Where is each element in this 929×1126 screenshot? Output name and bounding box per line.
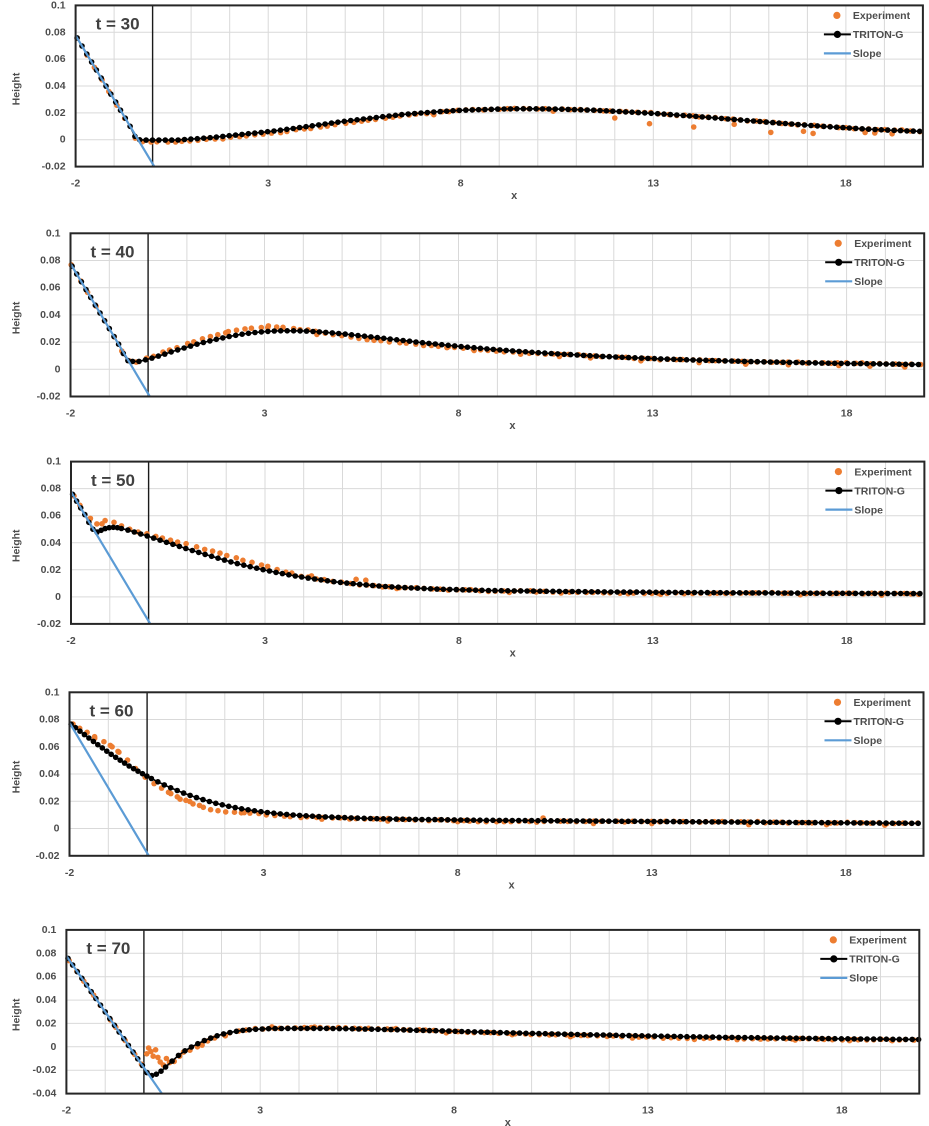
svg-text:Experiment: Experiment [849,935,907,947]
svg-text:TRITON-G: TRITON-G [853,29,904,41]
svg-text:Slope: Slope [854,735,883,747]
svg-text:Slope: Slope [849,973,878,985]
svg-text:-0.02: -0.02 [37,391,61,403]
svg-text:13: 13 [647,178,659,190]
svg-text:3: 3 [257,1105,263,1117]
svg-text:0.06: 0.06 [45,53,66,65]
svg-text:0.04: 0.04 [39,768,60,780]
svg-text:-2: -2 [66,635,75,647]
svg-text:18: 18 [836,1105,848,1117]
svg-text:0.04: 0.04 [45,80,66,92]
svg-text:3: 3 [262,408,268,420]
svg-text:13: 13 [646,867,658,879]
svg-text:0.06: 0.06 [40,282,61,294]
svg-text:t = 50: t = 50 [91,471,135,490]
svg-text:0.08: 0.08 [41,483,62,495]
svg-text:-0.02: -0.02 [37,618,61,630]
svg-text:-2: -2 [66,408,75,420]
svg-text:Slope: Slope [854,276,883,288]
svg-text:Height: Height [11,529,23,562]
svg-text:Height: Height [11,72,23,105]
svg-text:18: 18 [841,408,853,420]
svg-text:0.08: 0.08 [40,255,61,267]
svg-text:18: 18 [841,635,853,647]
svg-text:3: 3 [261,867,267,879]
svg-text:Slope: Slope [853,48,882,60]
svg-text:x: x [509,420,516,432]
svg-text:0.02: 0.02 [45,107,66,119]
svg-text:TRITON-G: TRITON-G [854,485,905,497]
svg-text:3: 3 [265,178,271,190]
svg-text:13: 13 [642,1105,654,1117]
svg-text:0: 0 [55,363,61,375]
svg-text:8: 8 [458,178,464,190]
svg-text:Height: Height [11,301,23,334]
svg-text:Height: Height [11,760,23,793]
svg-text:0.04: 0.04 [41,537,62,549]
svg-text:0.1: 0.1 [45,686,60,698]
svg-text:3: 3 [262,635,268,647]
svg-text:0.02: 0.02 [40,336,61,348]
svg-text:x: x [511,190,518,202]
svg-text:Experiment: Experiment [854,238,912,250]
svg-text:t = 60: t = 60 [90,702,134,721]
svg-text:Experiment: Experiment [854,466,912,478]
svg-text:0.08: 0.08 [36,947,57,959]
svg-text:8: 8 [456,408,462,420]
svg-text:0.1: 0.1 [46,227,61,239]
svg-text:x: x [505,1117,512,1126]
svg-text:0.08: 0.08 [45,26,66,38]
svg-text:-0.02: -0.02 [36,850,60,862]
svg-text:0.04: 0.04 [40,309,61,321]
svg-text:8: 8 [455,867,461,879]
svg-text:0.06: 0.06 [41,510,62,522]
svg-text:-2: -2 [71,178,80,190]
svg-text:0.02: 0.02 [36,1017,57,1029]
svg-text:t = 40: t = 40 [91,243,135,262]
svg-text:-0.02: -0.02 [42,161,66,173]
svg-text:-2: -2 [62,1105,71,1117]
svg-text:0: 0 [60,134,66,146]
svg-text:0.1: 0.1 [46,456,61,468]
svg-text:-0.02: -0.02 [32,1064,56,1076]
svg-text:0: 0 [51,1041,57,1053]
svg-text:0.02: 0.02 [41,564,62,576]
svg-text:x: x [510,647,517,659]
svg-text:0.1: 0.1 [51,0,66,11]
svg-text:0.06: 0.06 [36,971,57,983]
svg-text:13: 13 [647,635,659,647]
svg-text:TRITON-G: TRITON-G [854,716,905,728]
svg-text:8: 8 [456,635,462,647]
svg-text:18: 18 [840,178,852,190]
svg-text:-2: -2 [65,867,74,879]
svg-text:Slope: Slope [854,504,883,516]
svg-text:0.02: 0.02 [39,795,60,807]
svg-text:0: 0 [54,823,60,835]
svg-text:Height: Height [11,998,23,1031]
svg-text:0: 0 [55,591,61,603]
svg-text:18: 18 [840,867,852,879]
svg-text:0.1: 0.1 [42,924,57,936]
svg-text:TRITON-G: TRITON-G [854,257,905,269]
svg-text:Experiment: Experiment [853,10,911,22]
svg-text:8: 8 [451,1105,457,1117]
svg-text:x: x [508,879,515,891]
svg-text:0.08: 0.08 [39,714,60,726]
svg-text:13: 13 [647,408,659,420]
svg-text:Experiment: Experiment [854,697,912,709]
svg-text:TRITON-G: TRITON-G [849,954,900,966]
svg-text:0.04: 0.04 [36,994,57,1006]
svg-text:-0.04: -0.04 [32,1088,56,1100]
svg-text:0.06: 0.06 [39,741,60,753]
svg-text:t = 70: t = 70 [86,939,130,958]
svg-text:t = 30: t = 30 [96,15,140,34]
